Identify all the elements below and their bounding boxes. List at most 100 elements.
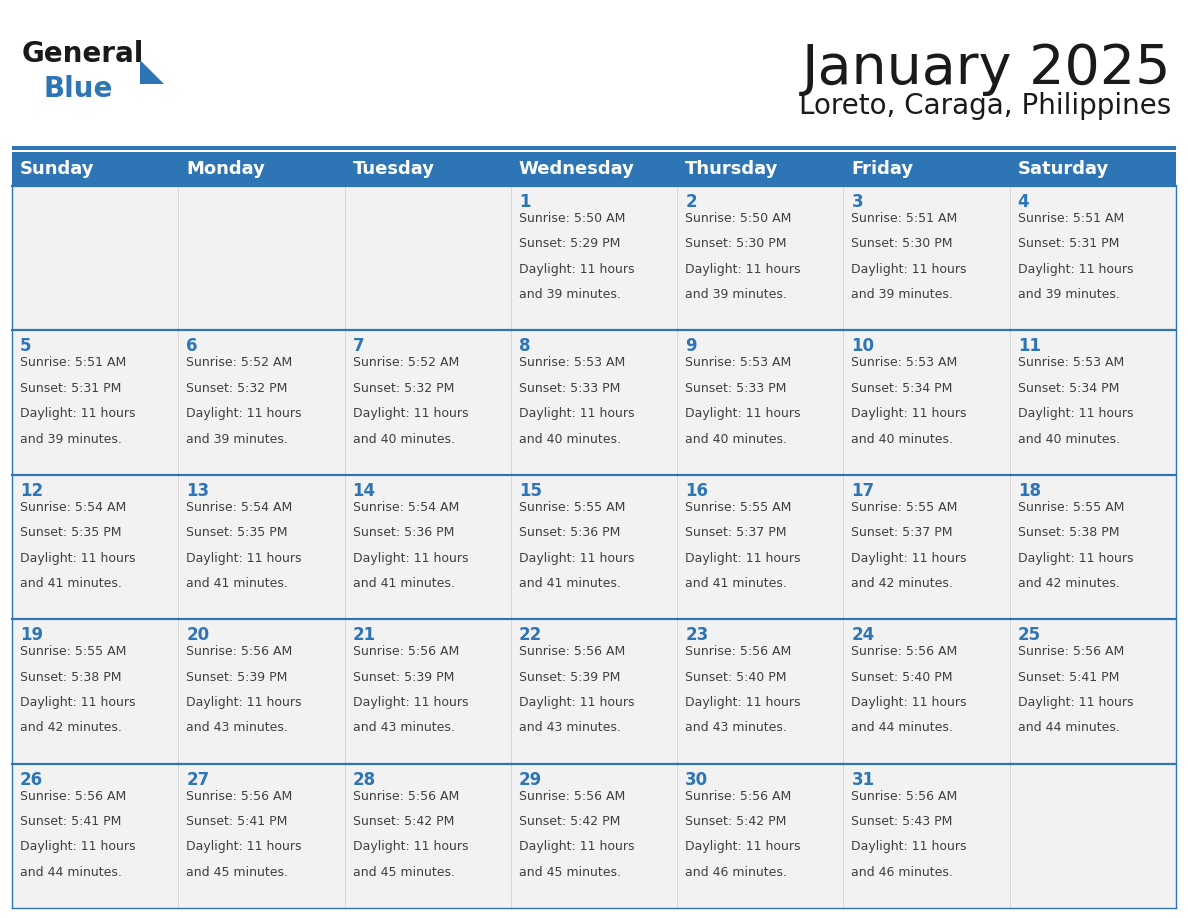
- Bar: [345, 475, 511, 620]
- Text: Sunrise: 5:50 AM: Sunrise: 5:50 AM: [685, 212, 791, 225]
- Text: Sunrise: 5:56 AM: Sunrise: 5:56 AM: [852, 645, 958, 658]
- Text: Sunrise: 5:55 AM: Sunrise: 5:55 AM: [685, 501, 791, 514]
- Text: Sunset: 5:35 PM: Sunset: 5:35 PM: [187, 526, 287, 539]
- Text: Sunset: 5:31 PM: Sunset: 5:31 PM: [1018, 238, 1119, 251]
- Text: Daylight: 11 hours: Daylight: 11 hours: [519, 263, 634, 275]
- Text: Saturday: Saturday: [1018, 160, 1108, 178]
- Text: 31: 31: [852, 770, 874, 789]
- Text: and 41 minutes.: and 41 minutes.: [20, 577, 122, 590]
- Bar: [677, 620, 843, 764]
- Text: Sunset: 5:42 PM: Sunset: 5:42 PM: [685, 815, 786, 828]
- Bar: [12, 764, 178, 908]
- Text: Sunday: Sunday: [20, 160, 95, 178]
- Bar: [1010, 764, 1176, 908]
- Text: Monday: Monday: [187, 160, 265, 178]
- Text: and 40 minutes.: and 40 minutes.: [519, 432, 621, 445]
- Text: Daylight: 11 hours: Daylight: 11 hours: [685, 841, 801, 854]
- Bar: [1010, 475, 1176, 620]
- Text: Sunset: 5:32 PM: Sunset: 5:32 PM: [187, 382, 287, 395]
- Text: Daylight: 11 hours: Daylight: 11 hours: [519, 841, 634, 854]
- Text: Sunrise: 5:56 AM: Sunrise: 5:56 AM: [685, 645, 791, 658]
- Text: Sunset: 5:38 PM: Sunset: 5:38 PM: [1018, 526, 1119, 539]
- Text: 26: 26: [20, 770, 43, 789]
- Text: Daylight: 11 hours: Daylight: 11 hours: [20, 552, 135, 565]
- Text: Daylight: 11 hours: Daylight: 11 hours: [353, 408, 468, 420]
- Text: 12: 12: [20, 482, 43, 499]
- Text: Sunrise: 5:53 AM: Sunrise: 5:53 AM: [685, 356, 791, 369]
- Text: 8: 8: [519, 338, 530, 355]
- Text: Sunset: 5:40 PM: Sunset: 5:40 PM: [685, 671, 786, 684]
- Text: Tuesday: Tuesday: [353, 160, 435, 178]
- Text: and 44 minutes.: and 44 minutes.: [852, 722, 953, 734]
- Text: Daylight: 11 hours: Daylight: 11 hours: [685, 408, 801, 420]
- Text: Daylight: 11 hours: Daylight: 11 hours: [1018, 552, 1133, 565]
- Text: Loreto, Caraga, Philippines: Loreto, Caraga, Philippines: [798, 92, 1171, 120]
- Bar: [1010, 186, 1176, 330]
- Text: General: General: [23, 40, 145, 68]
- Text: Sunrise: 5:51 AM: Sunrise: 5:51 AM: [1018, 212, 1124, 225]
- Text: and 43 minutes.: and 43 minutes.: [519, 722, 621, 734]
- Text: Sunset: 5:38 PM: Sunset: 5:38 PM: [20, 671, 121, 684]
- Text: Daylight: 11 hours: Daylight: 11 hours: [685, 263, 801, 275]
- Text: and 39 minutes.: and 39 minutes.: [20, 432, 122, 445]
- Text: Daylight: 11 hours: Daylight: 11 hours: [187, 696, 302, 709]
- Text: Sunset: 5:34 PM: Sunset: 5:34 PM: [1018, 382, 1119, 395]
- Text: Daylight: 11 hours: Daylight: 11 hours: [1018, 263, 1133, 275]
- Text: Sunrise: 5:56 AM: Sunrise: 5:56 AM: [519, 645, 625, 658]
- Text: Daylight: 11 hours: Daylight: 11 hours: [852, 841, 967, 854]
- Bar: [511, 330, 677, 475]
- Text: Sunrise: 5:56 AM: Sunrise: 5:56 AM: [353, 645, 459, 658]
- Bar: [12, 146, 1176, 150]
- Text: and 41 minutes.: and 41 minutes.: [353, 577, 455, 590]
- Text: Sunset: 5:30 PM: Sunset: 5:30 PM: [852, 238, 953, 251]
- Text: Sunrise: 5:56 AM: Sunrise: 5:56 AM: [187, 645, 292, 658]
- Text: Daylight: 11 hours: Daylight: 11 hours: [852, 408, 967, 420]
- Text: and 45 minutes.: and 45 minutes.: [519, 866, 621, 879]
- Text: 27: 27: [187, 770, 209, 789]
- Bar: [843, 330, 1010, 475]
- Text: Sunset: 5:42 PM: Sunset: 5:42 PM: [519, 815, 620, 828]
- Bar: [345, 330, 511, 475]
- Text: Sunset: 5:34 PM: Sunset: 5:34 PM: [852, 382, 953, 395]
- Bar: [12, 186, 178, 330]
- Text: Daylight: 11 hours: Daylight: 11 hours: [519, 408, 634, 420]
- Bar: [677, 764, 843, 908]
- Text: Sunset: 5:33 PM: Sunset: 5:33 PM: [685, 382, 786, 395]
- Text: and 46 minutes.: and 46 minutes.: [685, 866, 786, 879]
- Bar: [843, 475, 1010, 620]
- Text: Sunrise: 5:55 AM: Sunrise: 5:55 AM: [852, 501, 958, 514]
- Text: Sunset: 5:37 PM: Sunset: 5:37 PM: [852, 526, 953, 539]
- Bar: [12, 152, 1176, 186]
- Text: Daylight: 11 hours: Daylight: 11 hours: [519, 552, 634, 565]
- Text: 3: 3: [852, 193, 862, 211]
- Bar: [0, 0, 1188, 152]
- Text: Sunrise: 5:56 AM: Sunrise: 5:56 AM: [852, 789, 958, 802]
- Text: 15: 15: [519, 482, 542, 499]
- Text: 29: 29: [519, 770, 542, 789]
- Bar: [1010, 620, 1176, 764]
- Bar: [345, 764, 511, 908]
- Text: and 41 minutes.: and 41 minutes.: [519, 577, 621, 590]
- Text: Daylight: 11 hours: Daylight: 11 hours: [852, 263, 967, 275]
- Text: Sunset: 5:39 PM: Sunset: 5:39 PM: [519, 671, 620, 684]
- Bar: [178, 475, 345, 620]
- Text: and 43 minutes.: and 43 minutes.: [685, 722, 786, 734]
- Text: Sunset: 5:36 PM: Sunset: 5:36 PM: [353, 526, 454, 539]
- Text: Daylight: 11 hours: Daylight: 11 hours: [685, 552, 801, 565]
- Text: and 44 minutes.: and 44 minutes.: [20, 866, 122, 879]
- Text: Daylight: 11 hours: Daylight: 11 hours: [187, 552, 302, 565]
- Text: Friday: Friday: [852, 160, 914, 178]
- Text: Sunset: 5:30 PM: Sunset: 5:30 PM: [685, 238, 786, 251]
- Text: Daylight: 11 hours: Daylight: 11 hours: [20, 841, 135, 854]
- Text: and 40 minutes.: and 40 minutes.: [685, 432, 788, 445]
- Text: 22: 22: [519, 626, 542, 644]
- Text: 20: 20: [187, 626, 209, 644]
- Text: Sunset: 5:43 PM: Sunset: 5:43 PM: [852, 815, 953, 828]
- Text: Daylight: 11 hours: Daylight: 11 hours: [20, 696, 135, 709]
- Text: Sunrise: 5:53 AM: Sunrise: 5:53 AM: [519, 356, 625, 369]
- Text: Sunset: 5:42 PM: Sunset: 5:42 PM: [353, 815, 454, 828]
- Text: Sunrise: 5:55 AM: Sunrise: 5:55 AM: [20, 645, 126, 658]
- Text: Sunrise: 5:56 AM: Sunrise: 5:56 AM: [353, 789, 459, 802]
- Text: Sunrise: 5:50 AM: Sunrise: 5:50 AM: [519, 212, 625, 225]
- Text: Sunset: 5:41 PM: Sunset: 5:41 PM: [187, 815, 287, 828]
